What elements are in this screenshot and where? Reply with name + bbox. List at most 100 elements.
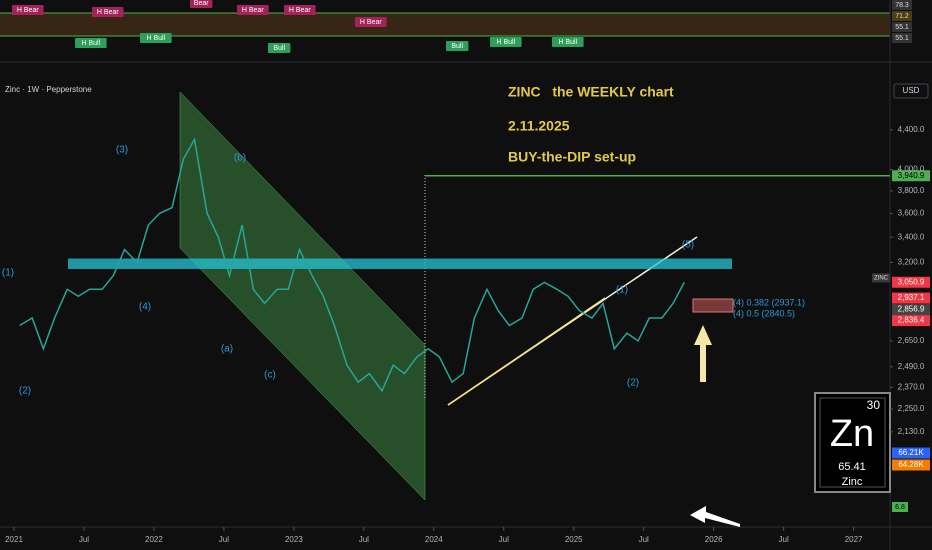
wave-label: (a) <box>221 344 233 355</box>
price-label-bg <box>892 292 930 304</box>
x-tick-label: Jul <box>639 535 649 544</box>
annotation: 2.11.2025 <box>508 118 570 134</box>
x-tick-label: 2025 <box>565 535 583 544</box>
volume-label: 66.21K <box>898 448 924 457</box>
annotation: BUY-the-DIP set-up <box>508 149 636 165</box>
element-number: 30 <box>867 398 881 412</box>
element-name: Zinc <box>842 476 863 488</box>
y-tick-label: 2,250.0 <box>898 404 925 413</box>
volume-label-bg <box>892 447 930 459</box>
chart-title: Zinc · 1W · Pepperstone <box>5 85 92 94</box>
y-tick-label: 3,200.0 <box>898 258 925 267</box>
x-tick-label: Jul <box>79 535 89 544</box>
y-tick-label: 2,370.0 <box>898 382 925 391</box>
fib-label: (4) 0.5 (2840.5) <box>733 308 795 318</box>
rsi-signal: Bear <box>194 0 209 7</box>
y-tick-label: 2,130.0 <box>898 427 925 436</box>
element-card <box>814 392 891 493</box>
rsi-signal-bg <box>75 38 107 48</box>
rsi-signal-bg <box>284 5 316 15</box>
rsi-signal-bg <box>490 37 522 47</box>
wave-label: (4) <box>139 302 151 313</box>
price-line <box>19 137 685 393</box>
rsi-axis-label: 71.2 <box>895 13 909 20</box>
fib-label: (4) 0.382 (2937.1) <box>733 297 805 307</box>
wave-label: (5) <box>682 240 694 251</box>
price-label-bg <box>892 304 930 316</box>
rsi-axis-label: 78.3 <box>895 2 909 9</box>
buy-zone <box>692 298 734 313</box>
x-tick-label: 2023 <box>285 535 303 544</box>
rsi-signal: H Bull <box>81 40 100 47</box>
element-symbol: Zn <box>830 413 874 455</box>
rsi-signal: H Bull <box>558 39 577 46</box>
rsi-axis-bg <box>892 11 912 21</box>
rsi-signal: Bull <box>451 43 463 50</box>
rsi-axis-label: 55.1 <box>895 24 909 31</box>
x-tick-label: 2027 <box>845 535 863 544</box>
osc-label-bg <box>892 502 908 512</box>
y-tick-label: 2,650.0 <box>898 336 925 345</box>
price-label-bg <box>892 315 930 327</box>
rsi-signal-bg <box>268 43 291 53</box>
price-label: 2,856.9 <box>898 305 925 314</box>
x-tick-label: 2026 <box>705 535 723 544</box>
y-tick-label: 4,400.0 <box>898 125 925 134</box>
volume-label-bg <box>892 459 930 471</box>
resistance-zone <box>68 258 732 269</box>
x-tick-label: Jul <box>219 535 229 544</box>
wave-label: (1) <box>2 268 14 279</box>
rsi-signal: H Bear <box>17 7 39 14</box>
element-mass: 65.41 <box>838 461 866 473</box>
rsi-signal-bg <box>140 33 172 43</box>
rsi-axis-bg <box>892 0 912 10</box>
price-label: 3,940.9 <box>898 171 925 180</box>
price-label-bg <box>892 276 930 288</box>
rsi-axis-bg <box>892 33 912 43</box>
x-tick-label: Jul <box>779 535 789 544</box>
rsi-signal-bg <box>12 5 44 15</box>
rsi-signal: H Bear <box>360 19 382 26</box>
x-tick-label: 2024 <box>425 535 443 544</box>
rsi-axis-bg <box>892 22 912 32</box>
wave-label: (1) <box>616 285 628 296</box>
price-label: 2,836.4 <box>898 316 925 325</box>
rsi-signal-bg <box>552 37 584 47</box>
arrow <box>690 506 740 527</box>
wave-label: (2) <box>627 378 639 389</box>
rsi-signal-bg <box>355 17 387 27</box>
y-tick-label: 3,600.0 <box>898 208 925 217</box>
rsi-axis-label: 55.1 <box>895 35 909 42</box>
wave-label: (b) <box>234 153 246 164</box>
rsi-signal: H Bull <box>146 35 165 42</box>
rsi-signal-bg <box>446 41 469 51</box>
wave-label: (2) <box>19 386 31 397</box>
price-label: 3,050.9 <box>898 277 925 286</box>
rsi-signal: H Bear <box>97 9 119 16</box>
wave-label: (3) <box>116 145 128 156</box>
trend-line <box>447 297 606 406</box>
price-label-bg <box>892 170 930 182</box>
rsi-signal: Bull <box>273 45 285 52</box>
volume-label: 64.28K <box>898 460 924 469</box>
y-tick-label: 4,000.0 <box>898 165 925 174</box>
currency-box <box>893 83 929 99</box>
rsi-signal: H Bull <box>496 39 515 46</box>
rsi-signal-bg <box>237 5 269 15</box>
wave-label: (c) <box>264 370 276 381</box>
x-tick-label: 2022 <box>145 535 163 544</box>
symbol-label: ZINC <box>874 275 889 281</box>
x-tick-label: Jul <box>499 535 509 544</box>
rsi-signal-bg <box>92 7 124 17</box>
y-tick-label: 3,400.0 <box>898 232 925 241</box>
rsi-signal: H Bear <box>289 7 311 14</box>
element-card-inner <box>819 397 886 488</box>
arrow <box>694 325 712 382</box>
currency: USD <box>903 86 920 95</box>
x-tick-label: 2021 <box>5 535 23 544</box>
symbol-label-bg <box>872 273 890 283</box>
y-tick-label: 3,800.0 <box>898 186 925 195</box>
